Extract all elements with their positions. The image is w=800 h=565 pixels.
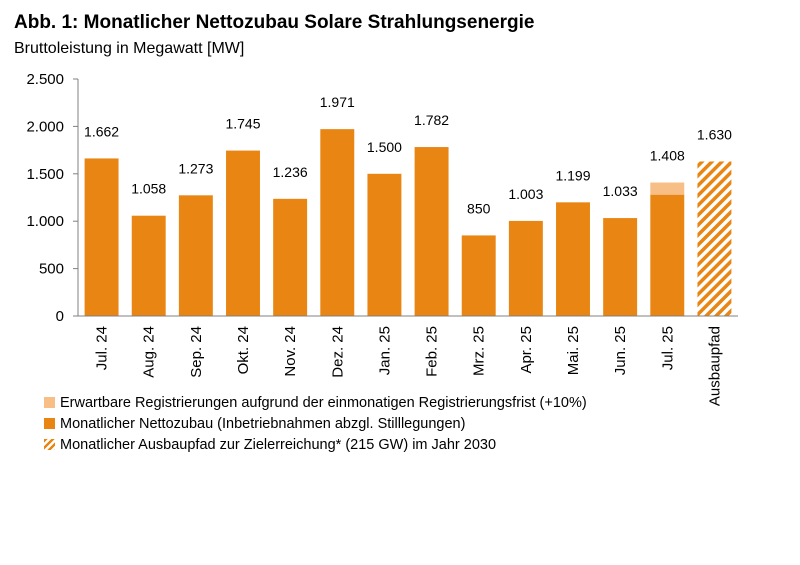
data-label: 1.782 — [414, 112, 449, 128]
bar-solid — [556, 202, 590, 316]
data-label: 1.033 — [603, 183, 638, 199]
legend-swatch-pathway — [44, 439, 55, 450]
data-label: 1.630 — [697, 126, 732, 142]
y-tick-label: 2.000 — [26, 118, 64, 135]
bar-solid — [273, 198, 308, 316]
legend-label-expected: Erwartbare Registrierungen aufgrund der … — [60, 394, 587, 411]
data-label: 1.003 — [508, 186, 543, 202]
y-tick-label: 0 — [56, 308, 64, 325]
legend-swatch-net — [44, 418, 55, 429]
x-tick-label: Jul. 25 — [659, 326, 676, 370]
bar-solid — [320, 129, 355, 316]
legend-item-pathway: Monatlicher Ausbaupfad zur Zielerreichun… — [44, 434, 587, 455]
x-axis-ticks: Jul. 24 Aug. 24 Sep. 24 Okt. 24 Nov. 24 Dez. … — [94, 326, 724, 406]
chart-subtitle: Bruttoleistung in Megawatt [MW] — [14, 40, 245, 57]
data-label: 1.500 — [367, 139, 402, 155]
y-tick-label: 1.000 — [26, 213, 64, 230]
bar-solid — [603, 218, 638, 316]
legend-item-net: Monatlicher Nettozubau (Inbetriebnahmen … — [44, 413, 587, 434]
data-label: 850 — [467, 200, 491, 216]
x-tick-label: Mai. 25 — [565, 326, 582, 375]
data-label: 1.408 — [650, 148, 685, 164]
x-tick-label: Ausbaupfad — [706, 326, 723, 406]
bar-solid — [178, 195, 213, 316]
bar-solid — [226, 150, 260, 316]
legend-swatch-expected — [44, 397, 55, 408]
data-label: 1.236 — [273, 164, 308, 180]
legend-label-pathway: Monatlicher Ausbaupfad zur Zielerreichun… — [60, 436, 497, 453]
x-tick-label: Nov. 24 — [282, 326, 299, 377]
y-tick-label: 500 — [39, 261, 64, 278]
legend-item-expected: Erwartbare Registrierungen aufgrund der … — [44, 392, 587, 413]
x-tick-label: Jul. 24 — [94, 326, 111, 370]
bar-solid — [367, 173, 402, 316]
x-tick-label: Mrz. 25 — [471, 326, 488, 376]
data-label: 1.662 — [84, 123, 119, 139]
y-tick-label: 2.500 — [26, 71, 64, 88]
y-axis-ticks: 0 500 1.000 1.500 2.000 2.500 — [26, 71, 78, 325]
legend: Erwartbare Registrierungen aufgrund der … — [44, 392, 587, 455]
axes — [77, 79, 738, 317]
y-tick-label: 1.500 — [26, 166, 64, 183]
x-tick-label: Aug. 24 — [141, 326, 158, 378]
x-tick-label: Jan. 25 — [376, 326, 393, 375]
data-label: 1.199 — [555, 167, 590, 183]
data-label: 1.058 — [131, 181, 166, 197]
legend-label-net: Monatlicher Nettozubau (Inbetriebnahmen … — [60, 415, 466, 432]
x-tick-label: Apr. 25 — [518, 326, 535, 374]
data-labels: 1.662 1.058 1.273 1.745 1.236 1.971 1.500 1.782… — [84, 94, 732, 216]
data-label: 1.745 — [225, 116, 260, 132]
chart-title: Abb. 1: Monatlicher Nettozubau Solare St… — [14, 12, 535, 33]
bar-light — [650, 182, 685, 195]
x-tick-label: Dez. 24 — [329, 326, 346, 378]
bar-solid — [461, 235, 496, 316]
x-tick-label: Sep. 24 — [188, 326, 205, 378]
x-tick-label: Okt. 24 — [235, 326, 252, 374]
bar-solid — [508, 220, 543, 316]
bars — [84, 129, 732, 316]
x-tick-label: Feb. 25 — [424, 326, 441, 377]
bar-solid — [414, 147, 449, 316]
x-tick-label: Jun. 25 — [612, 326, 629, 375]
data-label: 1.971 — [320, 94, 355, 110]
bar-solid — [131, 215, 166, 316]
bar-hatched — [697, 161, 732, 316]
bar-solid — [84, 158, 119, 316]
data-label: 1.273 — [178, 160, 213, 176]
bar-solid — [650, 194, 685, 316]
